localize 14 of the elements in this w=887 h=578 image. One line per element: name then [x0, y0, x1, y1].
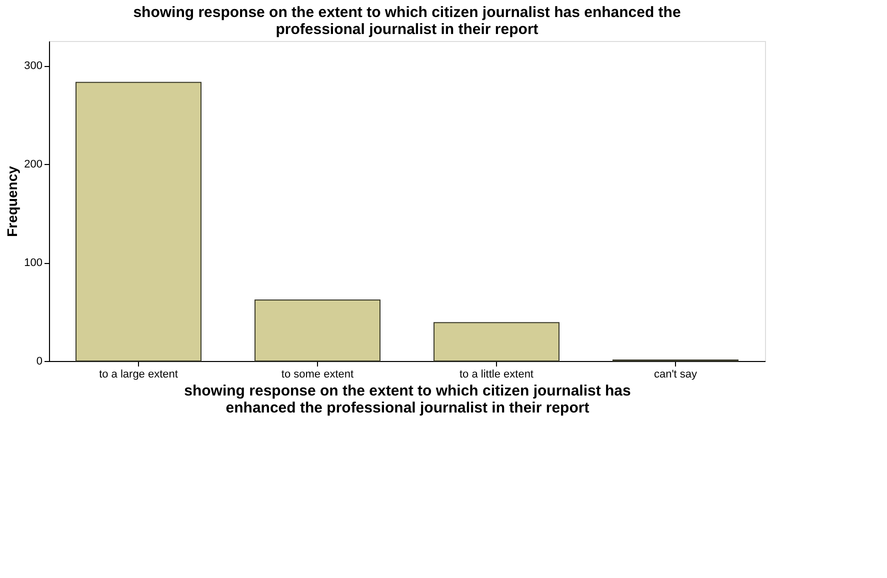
y-axis-title: Frequency	[4, 166, 20, 237]
y-tick-label: 100	[24, 257, 42, 270]
bar	[434, 322, 560, 362]
bar	[254, 299, 380, 362]
y-tick-label: 200	[24, 158, 42, 171]
bar	[76, 82, 202, 362]
x-tick-label: to a large extent	[99, 368, 178, 380]
y-tick-label: 300	[24, 60, 42, 72]
x-tick-label: to some extent	[281, 368, 354, 380]
x-axis-title: showing response on the extent to which citizen journalist has enhanced the professional journalist in their report	[184, 382, 631, 416]
x-tick-label: to a little extent	[460, 368, 534, 380]
x-tick-label: can't say	[654, 368, 698, 380]
y-tick-label: 0	[36, 356, 42, 368]
chart-title: showing response on the extent to which citizen journalist has enhanced the professional journalist in their report	[133, 4, 681, 38]
